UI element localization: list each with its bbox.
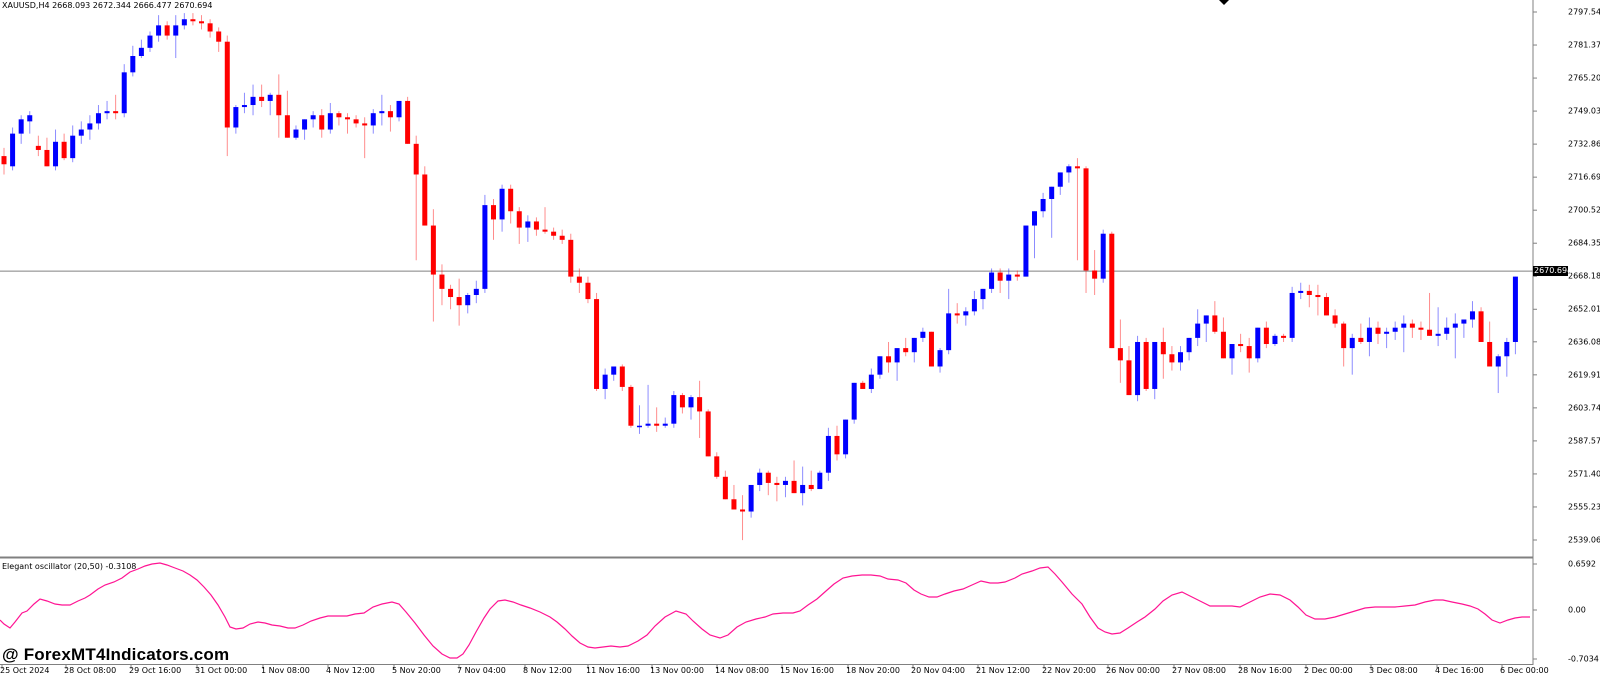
- price-tick-label: 2700.520: [1568, 205, 1600, 215]
- time-tick-label: 11 Nov 16:00: [586, 666, 640, 675]
- price-tick-label: 2716.690: [1568, 172, 1600, 182]
- price-tick-label: 2603.745: [1568, 403, 1600, 413]
- oscillator-line: [0, 562, 1530, 659]
- time-tick-label: 5 Nov 20:00: [392, 666, 441, 675]
- time-tick-label: 8 Nov 12:00: [523, 666, 572, 675]
- current-price-badge: 2670.694: [1533, 266, 1573, 277]
- time-tick-label: 25 Oct 2024: [0, 666, 50, 675]
- price-tick-label: 2539.065: [1568, 535, 1600, 545]
- indicator-label: Elegant oscillator (20,50) -0.3108: [2, 562, 137, 571]
- time-tick-label: 3 Dec 08:00: [1369, 666, 1418, 675]
- time-tick-label: 4 Dec 16:00: [1435, 666, 1484, 675]
- time-tick-label: 28 Oct 08:00: [64, 666, 117, 675]
- time-tick-label: 2 Dec 00:00: [1304, 666, 1353, 675]
- price-tick-label: 2555.235: [1568, 502, 1600, 512]
- time-tick-label: 6 Dec 00:00: [1500, 666, 1549, 675]
- time-tick-label: 28 Nov 16:00: [1238, 666, 1292, 675]
- price-tick-label: 2571.405: [1568, 469, 1600, 479]
- oscillator-tick-label: -0.7034: [1568, 654, 1599, 664]
- price-tick-label: 2619.915: [1568, 370, 1600, 380]
- time-tick-label: 21 Nov 12:00: [976, 666, 1030, 675]
- time-tick-label: 20 Nov 04:00: [911, 666, 965, 675]
- price-axis-tick-marks: [1533, 11, 1537, 660]
- price-tick-label: 2797.540: [1568, 7, 1600, 17]
- oscillator-tick-label: 0.00: [1568, 605, 1586, 615]
- time-axis-tick-marks: [1, 665, 1503, 669]
- price-tick-label: 2636.085: [1568, 337, 1600, 347]
- price-tick-label: 2781.370: [1568, 40, 1600, 50]
- time-tick-label: 1 Nov 08:00: [261, 666, 310, 675]
- price-tick-label: 2732.860: [1568, 139, 1600, 149]
- shift-marker-icon[interactable]: [1219, 0, 1229, 5]
- time-tick-label: 7 Nov 04:00: [457, 666, 506, 675]
- watermark-text: @ ForexMT4Indicators.com: [2, 645, 230, 664]
- price-tick-label: 2765.200: [1568, 73, 1600, 83]
- time-tick-label: 26 Nov 00:00: [1106, 666, 1160, 675]
- time-tick-label: 18 Nov 20:00: [846, 666, 900, 675]
- chart-symbol-ohlc-label: XAUUSD,H4 2668.093 2672.344 2666.477 267…: [2, 1, 213, 10]
- price-tick-label: 2668.180: [1568, 271, 1600, 281]
- time-tick-label: 31 Oct 00:00: [195, 666, 248, 675]
- time-tick-label: 13 Nov 00:00: [650, 666, 704, 675]
- price-tick-label: 2684.350: [1568, 238, 1600, 248]
- time-tick-label: 4 Nov 12:00: [326, 666, 375, 675]
- price-tick-label: 2652.010: [1568, 304, 1600, 314]
- time-tick-label: 29 Oct 16:00: [129, 666, 182, 675]
- candlestick-series: [1, 13, 1518, 541]
- price-tick-label: 2587.575: [1568, 436, 1600, 446]
- oscillator-tick-label: 0.6592: [1568, 559, 1596, 569]
- time-tick-label: 22 Nov 20:00: [1042, 666, 1096, 675]
- time-tick-label: 27 Nov 08:00: [1172, 666, 1226, 675]
- time-tick-label: 14 Nov 08:00: [715, 666, 769, 675]
- price-tick-label: 2749.030: [1568, 106, 1600, 116]
- time-tick-label: 15 Nov 16:00: [780, 666, 834, 675]
